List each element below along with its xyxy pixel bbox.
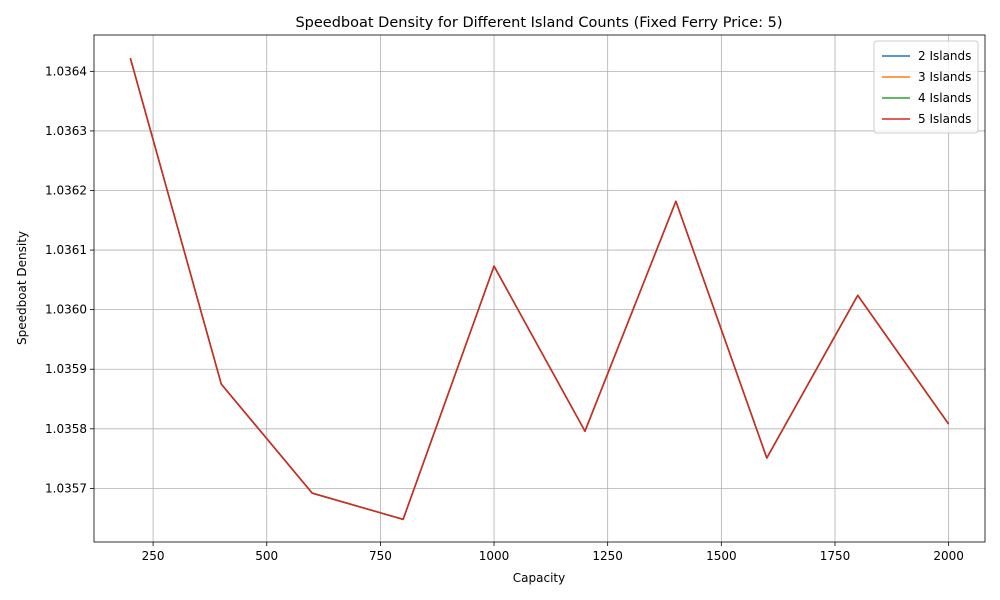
series-lines [129,58,950,521]
x-tick-label: 750 [369,549,392,563]
grid [94,35,985,542]
x-tick-label: 2000 [933,549,964,563]
x-tick-label: 1500 [706,549,737,563]
series-line-4 [129,58,950,521]
y-tick-label: 1.0363 [45,124,87,138]
y-tick-label: 1.0360 [45,303,87,317]
legend-label: 5 Islands [918,112,971,126]
x-tick-label: 1250 [592,549,623,563]
chart-title: Speedboat Density for Different Island C… [295,15,782,31]
legend: 2 Islands 3 Islands 4 Islands 5 Islands [873,40,979,134]
legend-label: 3 Islands [918,70,971,84]
legend-box [873,40,979,134]
y-tick-label: 1.0357 [45,481,87,495]
x-axis-label: Capacity [513,571,565,585]
y-tick-label: 1.0361 [45,243,87,257]
y-axis: 1.0357 1.0358 1.0359 1.0360 1.0361 1.0362 1.03… [45,64,94,495]
x-tick-label: 250 [142,549,165,563]
x-axis: 250 500 750 1000 1250 1500 1750 2000 [142,542,964,563]
legend-label: 2 Islands [918,49,971,63]
y-tick-label: 1.0359 [45,362,87,376]
y-axis-label: Speedboat Density [15,231,29,345]
x-tick-label: 1000 [479,549,510,563]
plot-frame [93,34,986,543]
y-tick-label: 1.0358 [45,422,87,436]
y-tick-label: 1.0362 [45,183,87,197]
legend-label: 4 Islands [918,91,971,105]
y-tick-label: 1.0364 [45,64,87,78]
x-tick-label: 1750 [820,549,851,563]
x-tick-label: 500 [255,549,278,563]
